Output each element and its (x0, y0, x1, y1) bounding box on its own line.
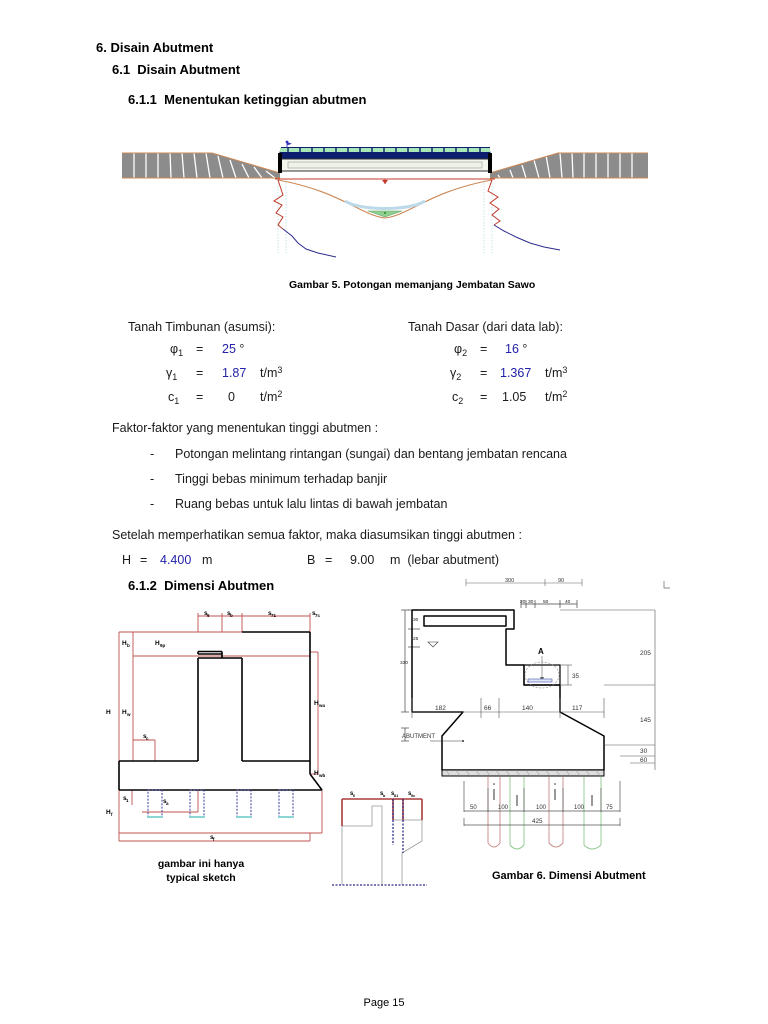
svg-text:ABUTMENT: ABUTMENT (402, 734, 435, 740)
svg-text:100: 100 (536, 805, 547, 811)
svg-text:w: w (126, 712, 131, 717)
svg-text:182: 182 (435, 705, 446, 712)
svg-text:H: H (106, 709, 111, 716)
svg-text:50: 50 (470, 805, 477, 811)
svg-text:30: 30 (640, 748, 648, 755)
svg-text:20: 20 (520, 599, 526, 605)
svg-text:117: 117 (572, 705, 583, 712)
svg-text:330: 330 (400, 660, 408, 666)
svg-text:145: 145 (640, 717, 651, 724)
svg-text:b: b (230, 613, 233, 618)
svg-text:35: 35 (572, 673, 580, 680)
svg-text:205: 205 (640, 650, 651, 657)
svg-text:7c: 7c (315, 613, 321, 618)
svg-text:9p: 9p (160, 643, 166, 648)
svg-text:60: 60 (640, 757, 648, 764)
svg-text:75: 75 (606, 805, 613, 811)
svg-text:66: 66 (484, 705, 492, 712)
svg-text:300: 300 (505, 578, 514, 584)
svg-text:1: 1 (126, 798, 129, 803)
svg-text:b: b (127, 643, 130, 648)
svg-text:b: b (383, 794, 386, 798)
svg-text:425: 425 (532, 818, 543, 825)
svg-text:30: 30 (528, 599, 534, 605)
svg-text:30: 30 (413, 617, 419, 623)
svg-text:f: f (111, 812, 113, 817)
svg-text:a: a (166, 801, 169, 806)
svg-text:50: 50 (543, 599, 549, 605)
svg-text:40: 40 (565, 599, 571, 605)
svg-text:6: 6 (353, 794, 355, 798)
svg-text:A: A (538, 647, 544, 656)
svg-text:140: 140 (522, 705, 533, 712)
svg-text:wa: wa (318, 703, 326, 708)
svg-text:71: 71 (271, 613, 277, 618)
svg-text:6: 6 (207, 613, 210, 618)
svg-text:25: 25 (413, 636, 419, 642)
svg-text:100: 100 (574, 805, 585, 811)
svg-text:100: 100 (498, 805, 509, 811)
svg-text:wb: wb (318, 773, 326, 778)
svg-text:81: 81 (394, 794, 398, 798)
svg-text:90: 90 (558, 578, 564, 584)
